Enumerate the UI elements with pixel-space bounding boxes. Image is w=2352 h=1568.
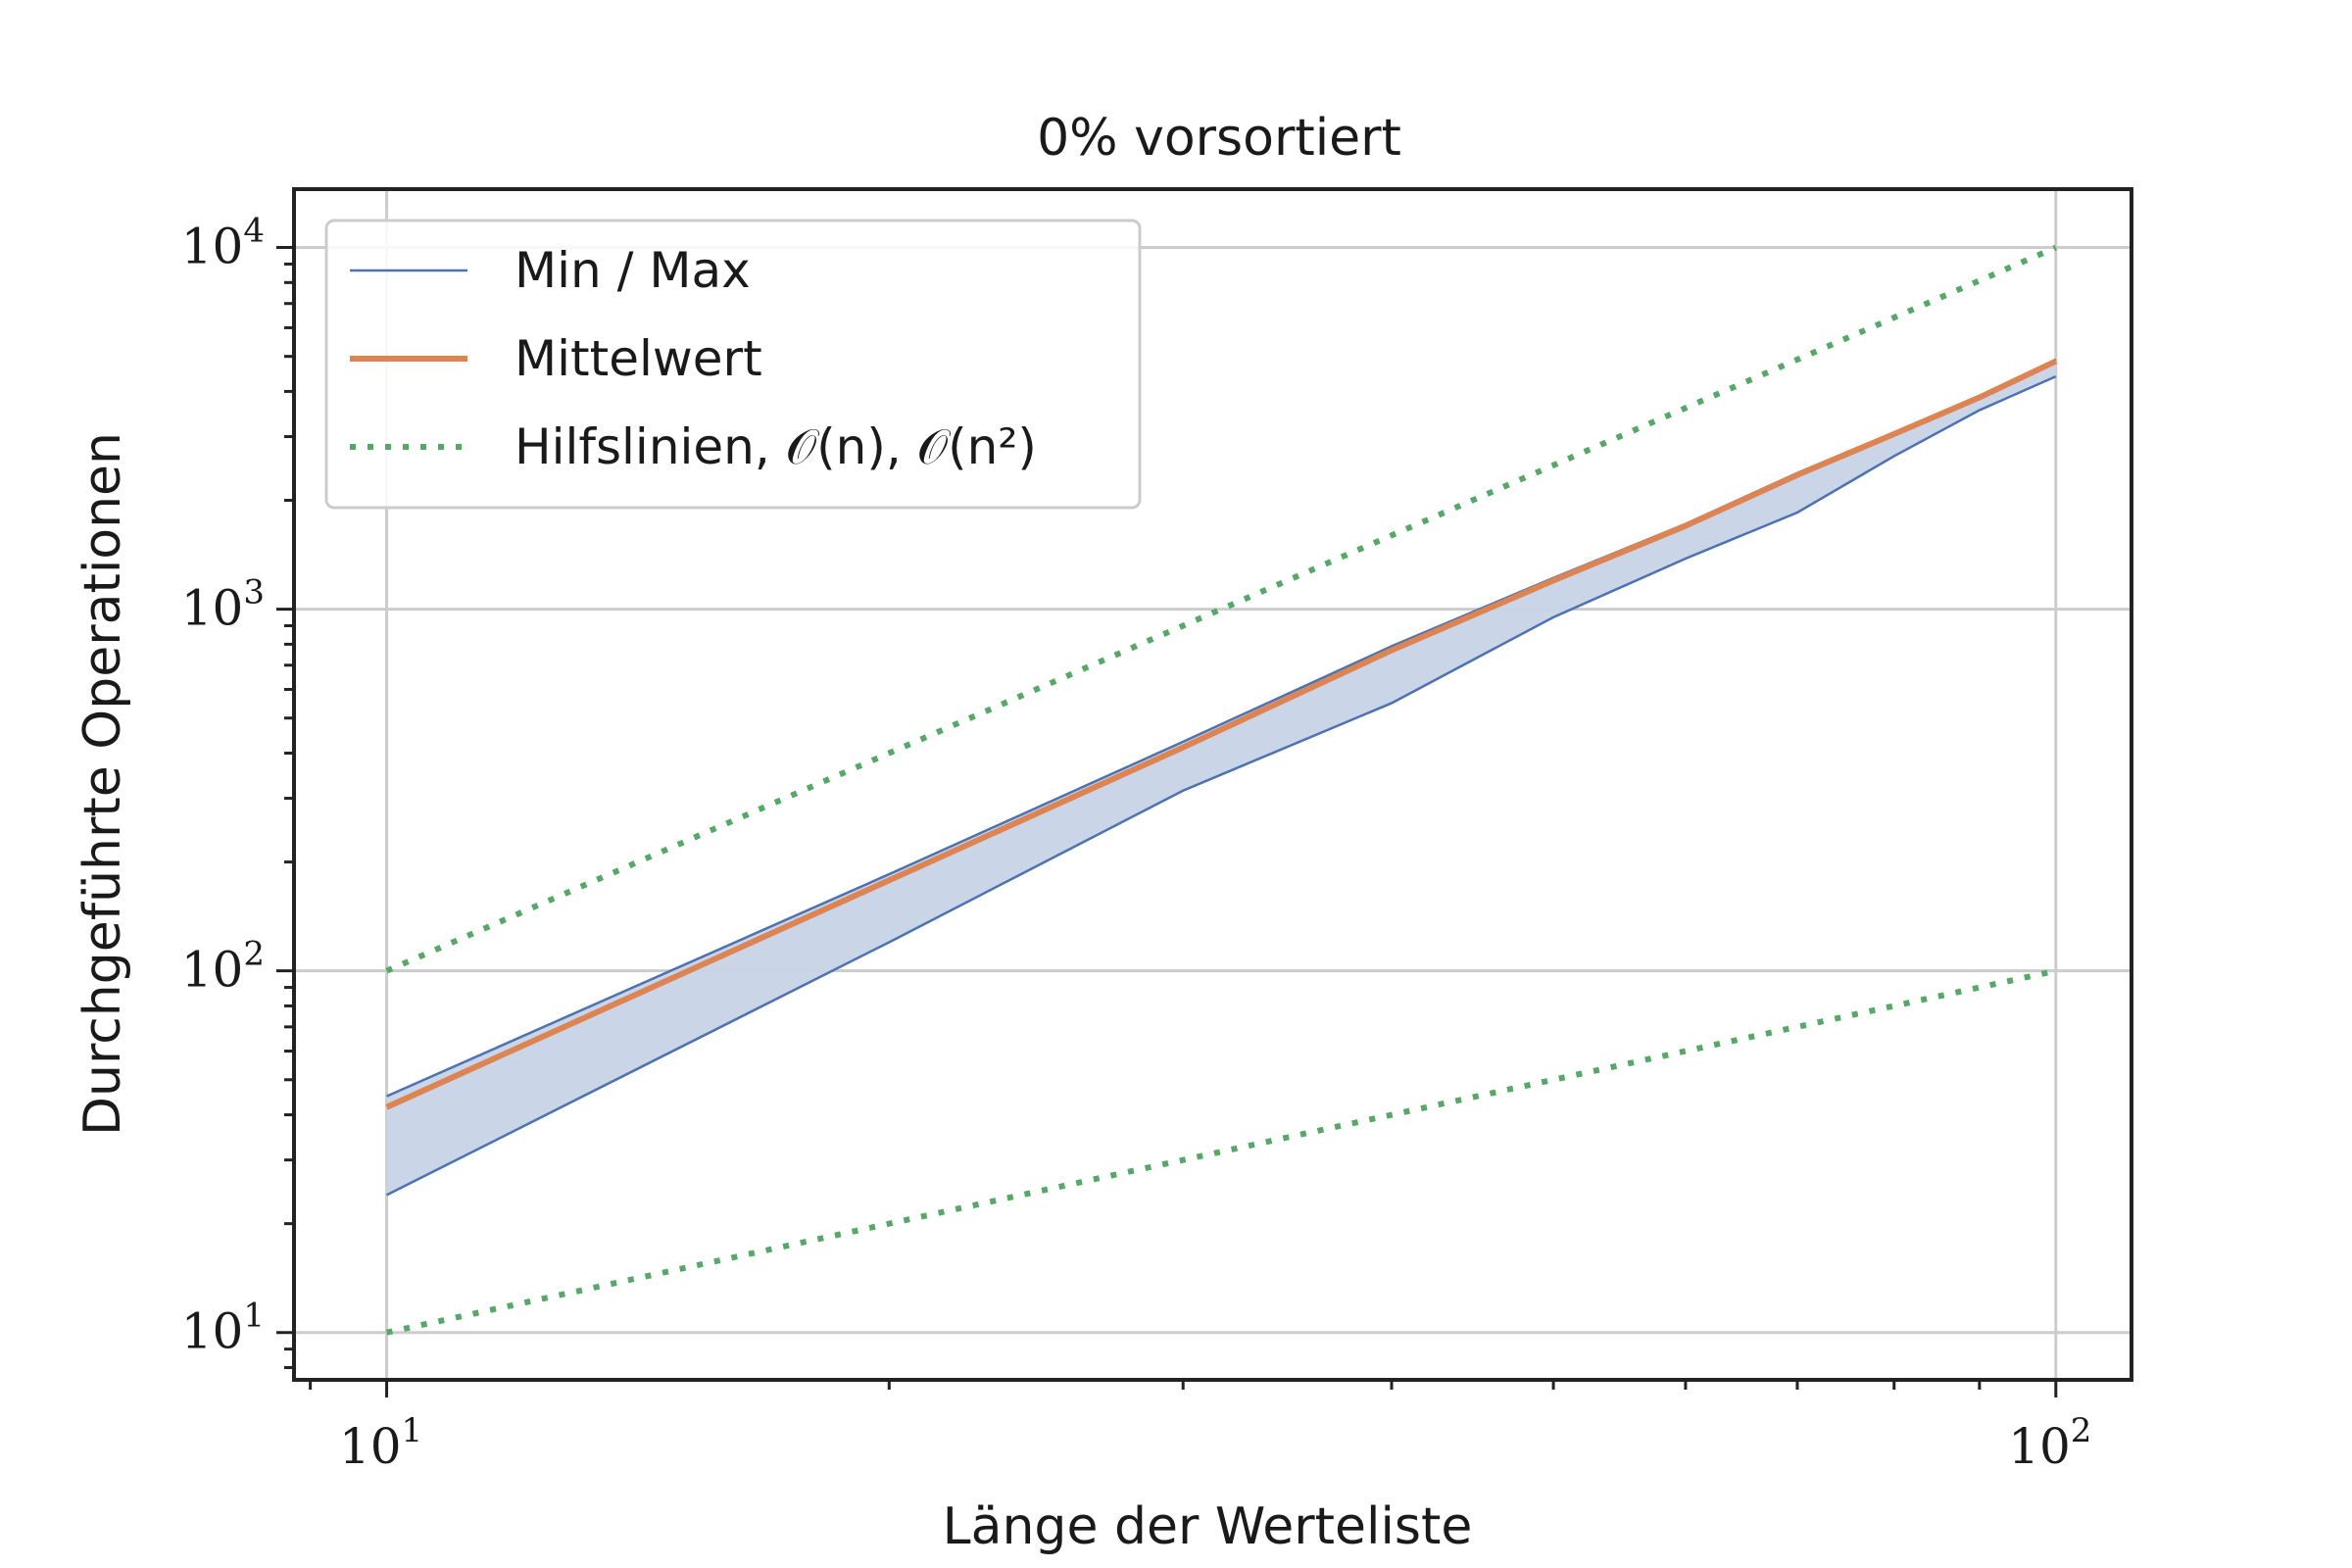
x-tick-label: 101 — [339, 1411, 422, 1475]
x-axis-ticks: 101 102 — [309, 1380, 2091, 1475]
guide-line-quadratic — [385, 244, 2057, 974]
legend: Min / Max Mittelwert Hilfslinien, 𝒪(n), 𝒪(… — [324, 219, 1142, 510]
guide-line-linear — [385, 967, 2057, 1336]
legend-item: Hilfslinien, 𝒪(n), 𝒪(n²) — [350, 418, 1037, 475]
legend-item: Mittelwert — [350, 330, 762, 387]
legend-item: Min / Max — [350, 242, 751, 299]
x-tick-label: 102 — [2008, 1411, 2091, 1475]
y-axis-ticks: 101 102 103 104 — [181, 212, 294, 1370]
legend-label: Min / Max — [514, 242, 751, 299]
y-tick-label: 104 — [181, 212, 265, 275]
legend-label: Mittelwert — [514, 330, 762, 387]
chart-title: 0% vorsortiert — [1037, 109, 1401, 168]
y-tick-label: 102 — [181, 935, 265, 999]
mean-line — [385, 358, 2058, 1110]
x-axis-label: Länge der Werteliste — [943, 1497, 1473, 1556]
y-tick-label: 103 — [181, 573, 265, 637]
plot-frame — [292, 187, 2133, 1382]
mean-series-line — [385, 358, 2058, 1110]
legend-label: Hilfslinien, 𝒪(n), 𝒪(n²) — [514, 418, 1037, 475]
min-max-fill — [386, 359, 2056, 1196]
y-tick-label: 101 — [181, 1297, 265, 1360]
legend-box — [324, 219, 1142, 510]
y-axis-label: Durchgeführte Operationen — [74, 432, 132, 1136]
guide-lines — [385, 244, 2057, 1336]
min-line — [385, 374, 2057, 1197]
